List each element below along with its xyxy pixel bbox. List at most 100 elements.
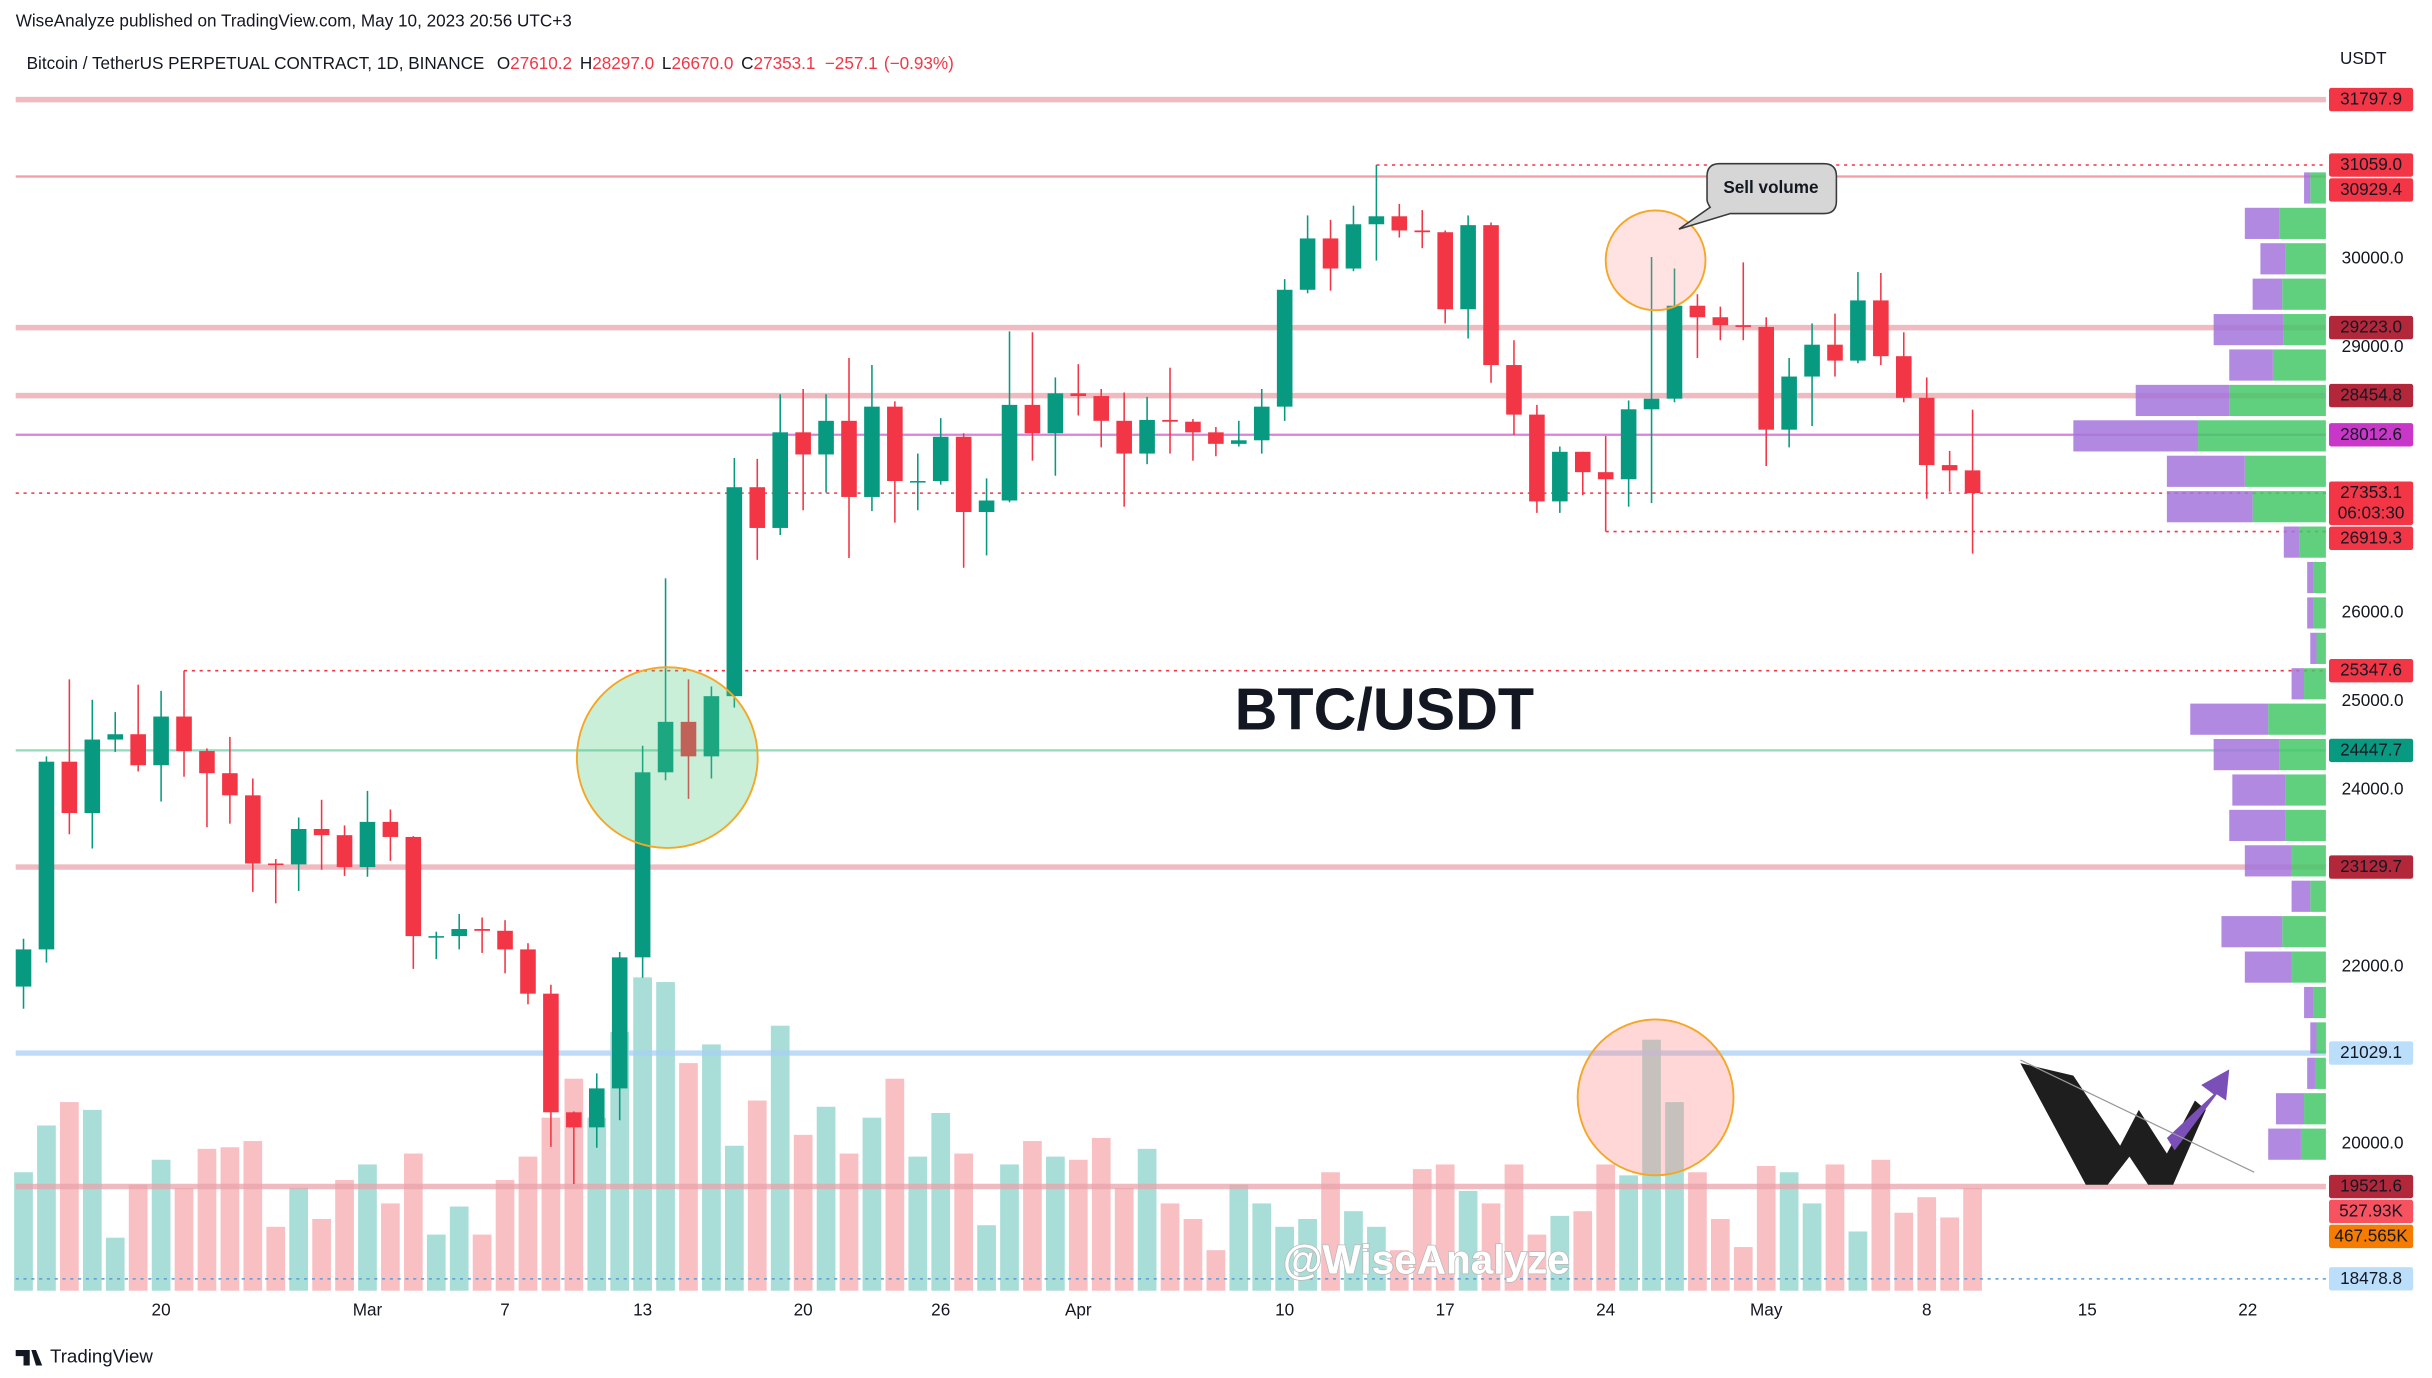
volume-bar <box>197 1148 217 1291</box>
volume-bar <box>1023 1141 1042 1291</box>
price-label-bg <box>2329 1267 2414 1291</box>
candle-body <box>1689 305 1706 318</box>
volume-bar <box>1665 1102 1684 1291</box>
highlight-circle <box>1576 1018 1735 1177</box>
volume-bar <box>472 1234 492 1291</box>
profile-up <box>2252 491 2326 523</box>
volume-bar <box>793 1134 813 1291</box>
x-tick-label: 10 <box>1275 1300 1294 1320</box>
volume-bar <box>1963 1187 1982 1291</box>
candle-body <box>313 828 330 836</box>
volume-bar <box>403 1153 423 1291</box>
volume-bar <box>1642 1039 1661 1291</box>
logo-line <box>2020 1059 2255 1173</box>
profile-up <box>2291 845 2326 877</box>
volume-bar <box>128 1184 148 1291</box>
volume-bar <box>656 982 675 1291</box>
volume-bar <box>243 1141 263 1291</box>
volume-profile <box>2073 172 2326 1160</box>
candle-body <box>359 821 376 868</box>
profile-down <box>2221 916 2283 948</box>
profile-down <box>2291 668 2305 700</box>
candle-body <box>107 734 124 740</box>
volume-bar <box>358 1164 377 1291</box>
price-label: 31797.9 <box>2340 89 2402 109</box>
volume-bar <box>1756 1166 1776 1291</box>
profile-down <box>2304 172 2311 204</box>
footer-logo <box>15 1349 43 1366</box>
volume-bar <box>1688 1172 1707 1291</box>
profile-up <box>2314 1057 2326 1089</box>
candle-body <box>864 406 880 497</box>
volume-bar <box>1091 1137 1111 1291</box>
profile-up <box>2285 774 2326 806</box>
candle-body <box>1735 325 1752 327</box>
candle-body <box>497 930 513 950</box>
price-label-bg <box>2329 526 2414 551</box>
profile-down <box>2276 1093 2305 1125</box>
candle-body <box>1001 404 1018 501</box>
volume-bar <box>1068 1159 1088 1291</box>
candle-body <box>887 406 903 482</box>
volume-bar <box>1298 1219 1317 1291</box>
candle-body <box>726 487 743 697</box>
profile-up <box>2316 632 2326 664</box>
profile-down <box>2291 880 2311 912</box>
volume-bar <box>1252 1203 1272 1291</box>
profile-up <box>2272 349 2326 381</box>
candle-body <box>841 420 857 497</box>
candle-body <box>1322 238 1339 269</box>
candle-body <box>1895 356 1912 398</box>
volume-bar <box>1481 1203 1501 1291</box>
x-tick-label: May <box>1750 1300 1783 1320</box>
candle-body <box>222 773 238 796</box>
volume-bar <box>518 1156 538 1291</box>
price-label: 18478.8 <box>2340 1268 2402 1288</box>
volume-bar <box>495 1180 515 1291</box>
candle-body <box>1574 451 1591 473</box>
candle-body <box>1437 232 1453 310</box>
profile-up <box>2279 207 2326 239</box>
profile-down <box>2213 739 2280 771</box>
price-label-bg <box>2329 1199 2414 1224</box>
candle-body <box>1529 414 1545 502</box>
profile-up <box>2229 384 2326 417</box>
volume-bar <box>770 1025 790 1291</box>
price-label: 31059.0 <box>2340 154 2402 174</box>
price-label-bg <box>2329 1224 2414 1249</box>
profile-up <box>2313 597 2326 629</box>
volume-bar <box>381 1203 400 1291</box>
profile-up <box>2282 916 2326 948</box>
candle-body <box>199 751 215 774</box>
profile-up <box>2310 172 2326 204</box>
price-label: 28454.8 <box>2340 385 2402 405</box>
candle-body <box>1758 326 1775 430</box>
profile-down <box>2310 632 2317 664</box>
profile-up <box>2244 455 2326 487</box>
candle-body <box>1941 465 1958 471</box>
volume-layer <box>14 977 1982 1291</box>
legend-key: O <box>497 52 510 72</box>
legend-value: 26670.0 <box>671 52 733 72</box>
volume-bar <box>1206 1250 1226 1291</box>
y-tick-label: 26000.0 <box>2342 601 2404 621</box>
volume-bar <box>1710 1219 1730 1291</box>
x-tick-label: 26 <box>931 1300 950 1320</box>
volume-bar <box>1160 1203 1180 1291</box>
profile-down <box>2260 243 2286 275</box>
big-title: BTC/USDT <box>1235 676 1534 743</box>
legend-change: −257.1 <box>825 52 878 72</box>
price-label: 26919.3 <box>2340 527 2402 547</box>
volume-bar <box>862 1117 882 1291</box>
price-label-bg <box>2329 738 2414 763</box>
profile-up <box>2313 561 2326 594</box>
candle-body <box>1964 470 1981 494</box>
candle-body <box>1873 300 1889 357</box>
x-tick-label: 24 <box>1596 1300 1616 1320</box>
volume-bar <box>702 1044 721 1291</box>
volume-bar <box>220 1147 240 1291</box>
candle-body <box>1070 393 1087 397</box>
volume-bar <box>174 1187 194 1291</box>
